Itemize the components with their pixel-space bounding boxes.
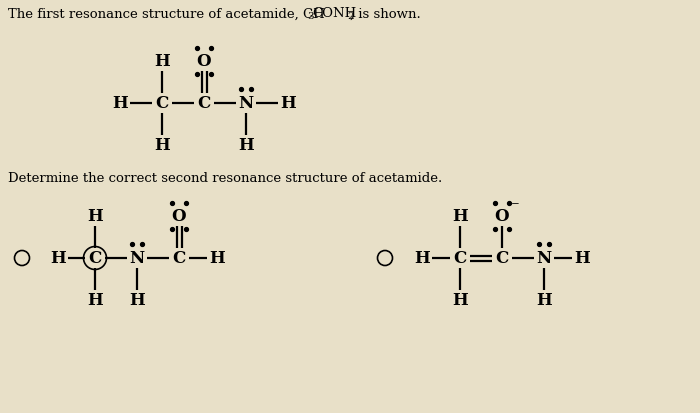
Text: H: H (536, 292, 552, 309)
Text: H: H (112, 95, 128, 112)
Text: H: H (129, 292, 145, 309)
Text: H: H (238, 137, 254, 154)
Text: H: H (452, 208, 468, 225)
Text: H: H (280, 95, 296, 112)
Text: H: H (452, 292, 468, 309)
Text: C: C (496, 250, 509, 267)
Text: H: H (154, 53, 170, 70)
Text: Determine the correct second resonance structure of acetamide.: Determine the correct second resonance s… (8, 172, 442, 185)
Text: C: C (88, 250, 102, 267)
Text: C: C (172, 250, 186, 267)
Text: C: C (454, 250, 467, 267)
Text: H: H (209, 250, 225, 267)
Text: The first resonance structure of acetamide, CH: The first resonance structure of acetami… (8, 7, 325, 21)
Text: N: N (130, 250, 145, 267)
Text: H: H (87, 292, 103, 309)
Text: O: O (197, 53, 211, 70)
Text: C: C (197, 95, 211, 112)
Text: H: H (414, 250, 430, 267)
Text: H: H (50, 250, 66, 267)
Text: C: C (155, 95, 169, 112)
Text: 3: 3 (307, 12, 314, 21)
Text: O: O (172, 208, 186, 225)
Text: 2: 2 (347, 12, 354, 21)
Text: −: − (511, 200, 519, 209)
Text: N: N (239, 95, 253, 112)
Text: H: H (154, 137, 170, 154)
Text: CONH: CONH (312, 7, 356, 21)
Text: O: O (495, 208, 510, 225)
Text: N: N (536, 250, 552, 267)
Text: H: H (574, 250, 590, 267)
Text: H: H (87, 208, 103, 225)
Text: , is shown.: , is shown. (350, 7, 421, 21)
